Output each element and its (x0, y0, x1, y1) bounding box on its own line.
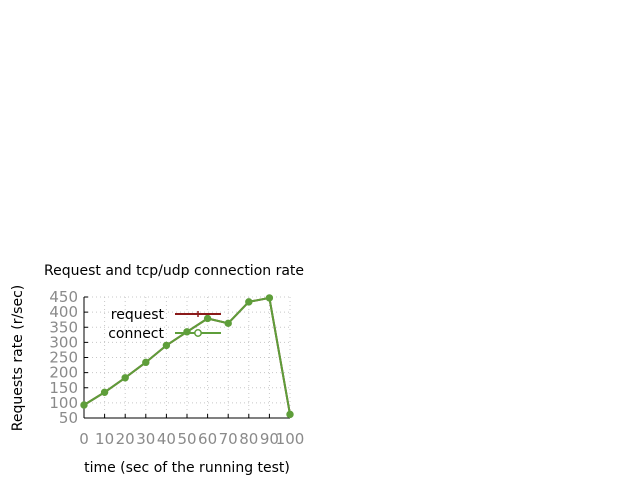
data-point-connect (100, 388, 109, 396)
series-connect (80, 294, 294, 419)
x-tick-label: 30 (136, 430, 155, 448)
x-tick-label: 10 (95, 430, 114, 448)
axes (83, 296, 291, 419)
data-point-connect (245, 298, 253, 306)
data-point-connect (80, 401, 88, 409)
data-point-connect (162, 341, 171, 350)
y-tick-label: 50 (59, 409, 78, 427)
data-point-connect (142, 358, 150, 367)
legend-marker-request (195, 311, 201, 317)
y-tick-label: 450 (49, 288, 78, 306)
legend-label-request: request (111, 307, 165, 323)
y-tick-label: 100 (49, 394, 78, 412)
legend-label-connect: connect (108, 326, 164, 342)
data-point-connect (183, 328, 191, 336)
x-tick-label: 20 (116, 430, 135, 448)
x-tick-label: 0 (79, 430, 89, 448)
data-point-connect (265, 294, 274, 302)
y-tick-label: 300 (49, 333, 78, 351)
data-point-connect (224, 319, 232, 328)
x-tick-label: 80 (239, 430, 258, 448)
x-tick-label: 60 (198, 430, 217, 448)
y-tick-label: 400 (49, 303, 78, 321)
data-point-connect (203, 314, 212, 323)
data-point-connect (121, 374, 129, 382)
y-tick-label: 250 (49, 349, 78, 367)
series-layer (80, 294, 294, 419)
y-tick-label: 150 (49, 379, 78, 397)
y-tick-label: 200 (49, 364, 78, 382)
data-point-connect (286, 410, 294, 419)
x-tick-label: 90 (260, 430, 279, 448)
legend-marker-connect (194, 329, 202, 337)
x-tick-label: 70 (219, 430, 238, 448)
x-tick-label: 50 (177, 430, 196, 448)
x-tick-label: 100 (276, 430, 305, 448)
legend: request connect (108, 307, 221, 342)
y-axis-label: Requests rate (r/sec) (10, 285, 26, 432)
y-tick-label: 350 (49, 318, 78, 336)
x-axis-label: time (sec of the running test) (84, 460, 290, 476)
x-tick-label: 40 (157, 430, 176, 448)
chart-title: Request and tcp/udp connection rate (44, 263, 304, 279)
